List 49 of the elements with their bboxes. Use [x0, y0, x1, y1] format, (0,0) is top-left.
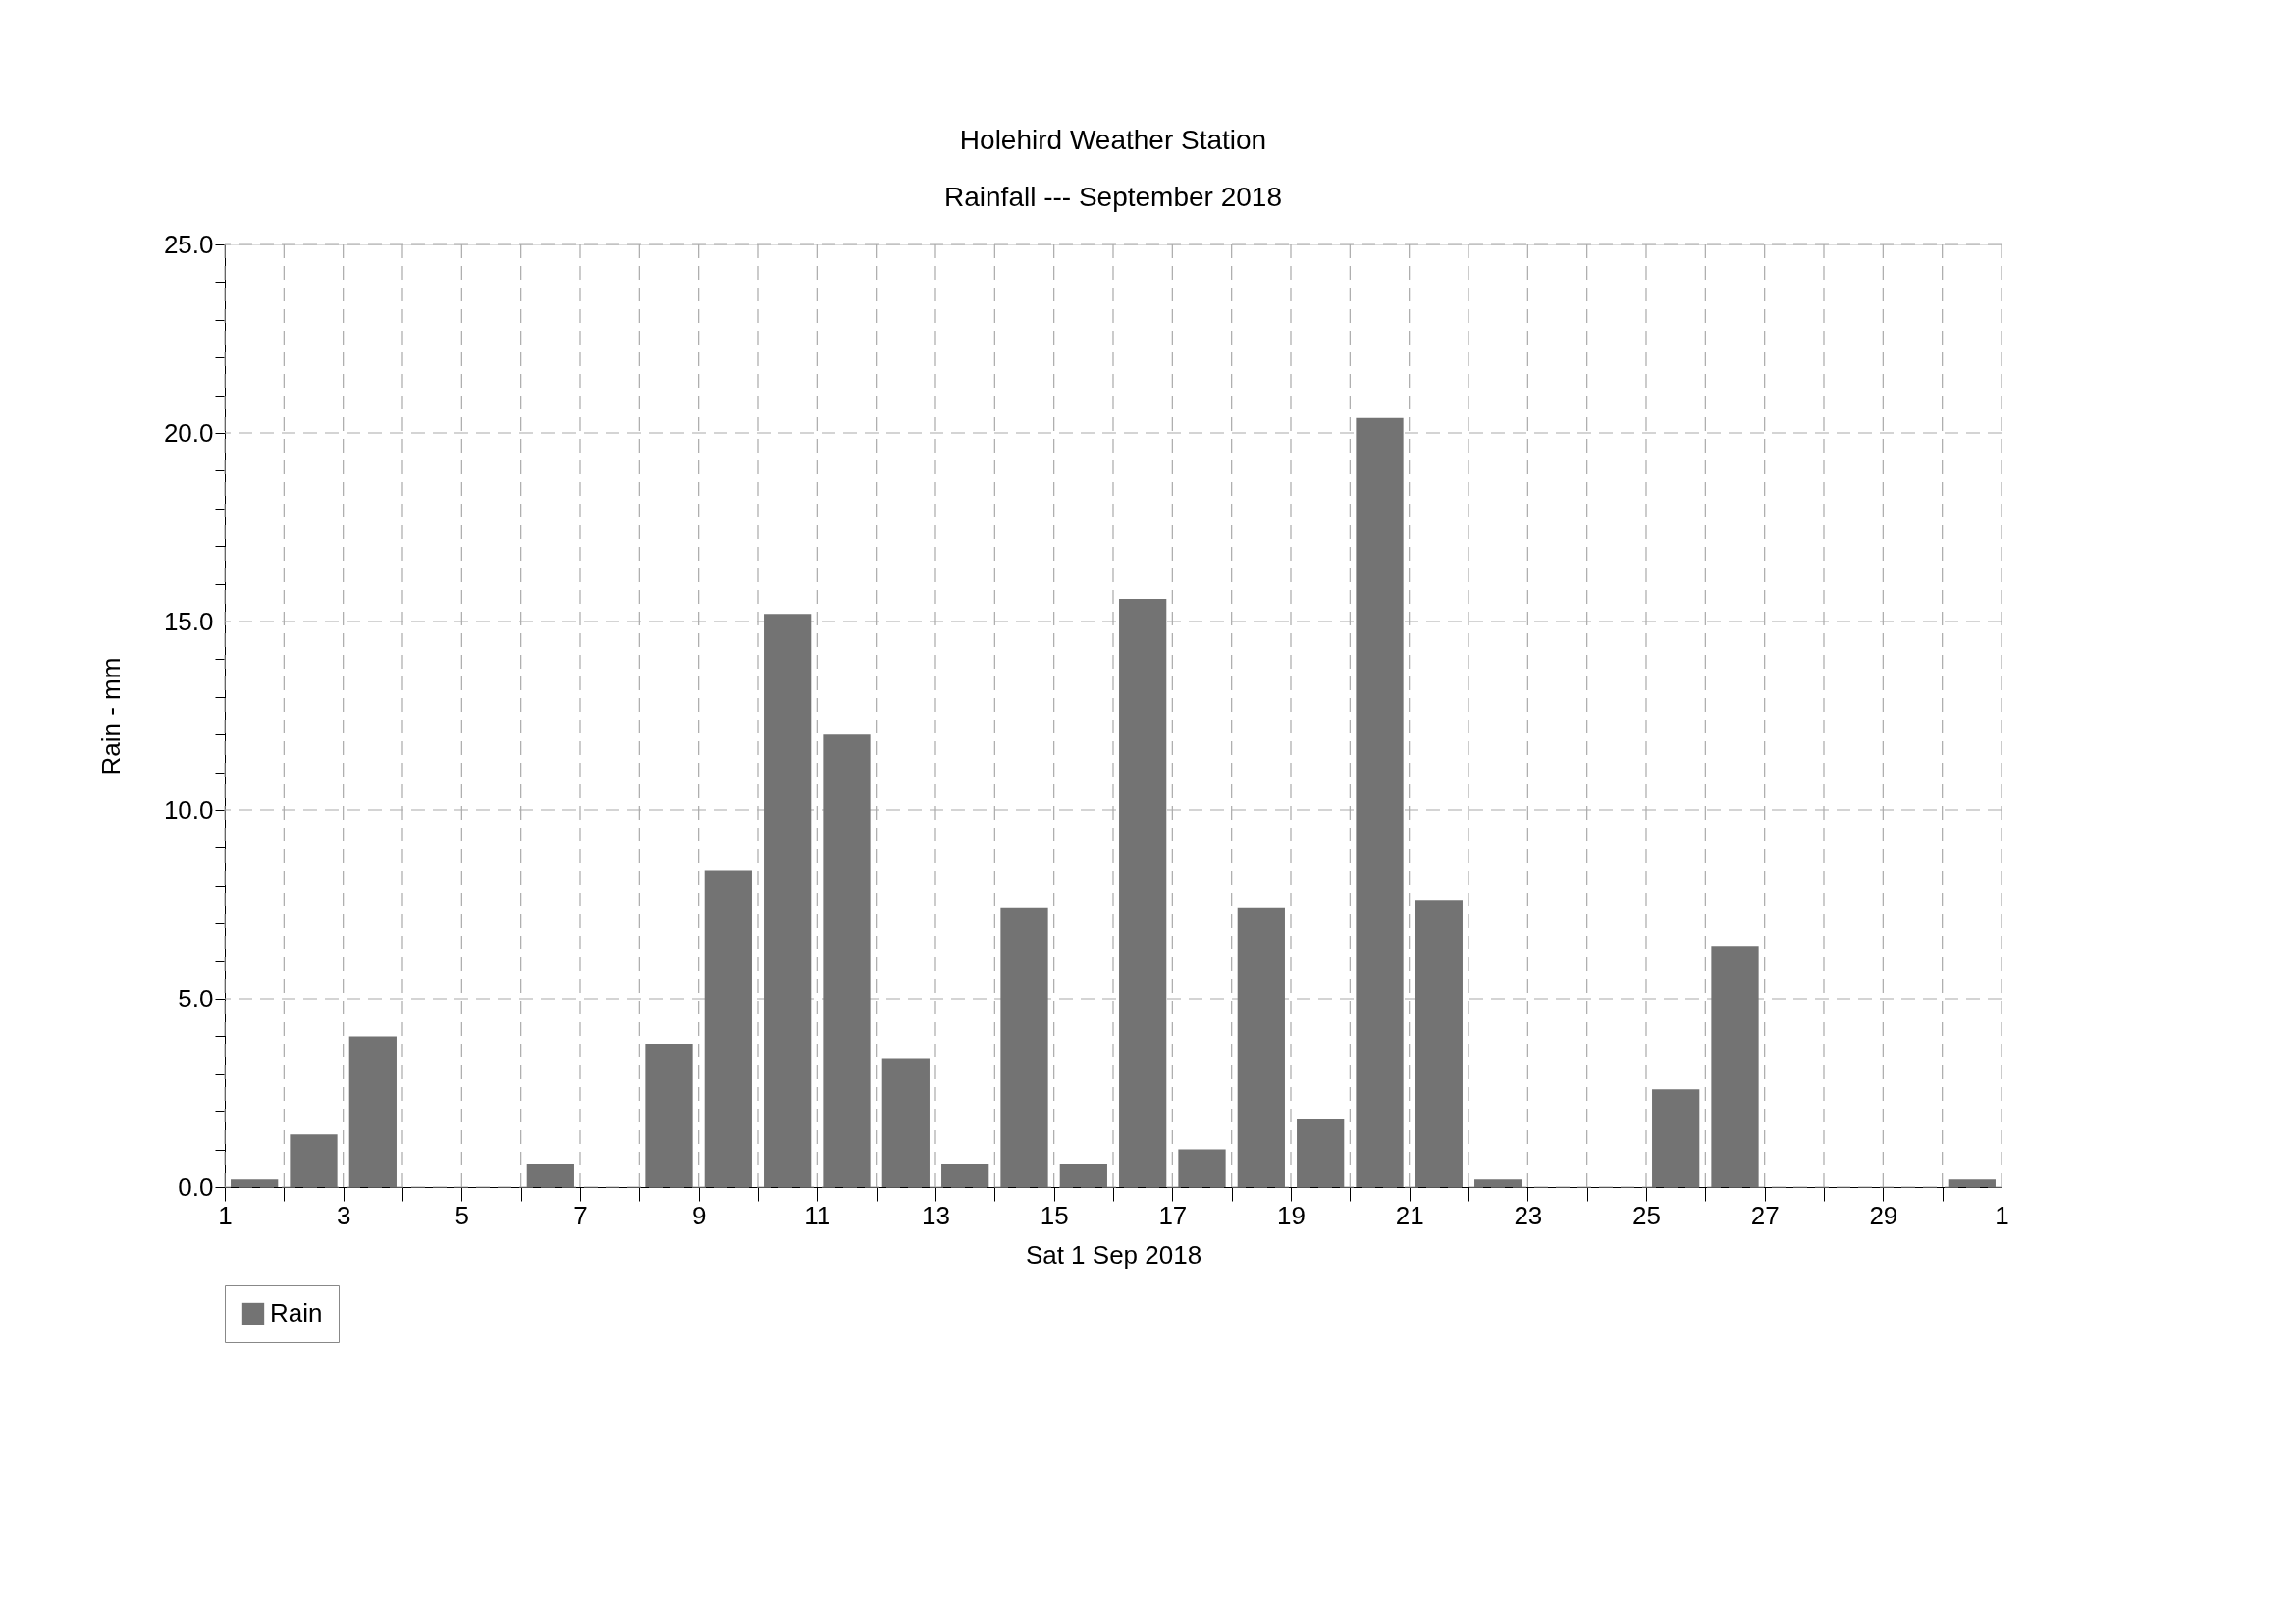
chart-title: Holehird Weather Station	[959, 125, 1267, 155]
x-tick-label: 9	[691, 1200, 707, 1230]
x-tick-label: 27	[1750, 1200, 1780, 1230]
bar	[704, 870, 752, 1187]
x-tick-label: 13	[922, 1200, 950, 1230]
x-tick-label: 11	[804, 1200, 831, 1230]
bar	[823, 734, 871, 1187]
y-tick-label: 5.0	[178, 983, 214, 1013]
bar	[881, 1058, 930, 1187]
bar	[1356, 417, 1404, 1187]
bar	[1948, 1179, 1996, 1187]
y-tick-label: 10.0	[163, 794, 214, 825]
bar	[1000, 907, 1048, 1187]
y-tick-label: 15.0	[163, 606, 214, 636]
y-tick-label: 20.0	[163, 417, 214, 448]
bar	[1474, 1179, 1522, 1187]
x-tick-label: 1	[1995, 1200, 2009, 1230]
bar	[1119, 598, 1167, 1187]
bar	[1178, 1149, 1226, 1187]
y-axis-title: Rain - mm	[95, 657, 126, 776]
y-tick-label: 25.0	[163, 229, 214, 259]
bar	[1297, 1118, 1345, 1187]
bar	[764, 614, 812, 1187]
bar	[1652, 1089, 1700, 1187]
chart-subtitle: Rainfall --- September 2018	[944, 182, 1282, 212]
x-tick-label: 1	[218, 1200, 233, 1230]
x-tick-label: 25	[1632, 1200, 1661, 1230]
bar	[290, 1134, 338, 1187]
bar	[231, 1179, 279, 1187]
bar	[1415, 900, 1463, 1187]
x-tick-label: 5	[454, 1200, 470, 1230]
bar	[526, 1163, 574, 1187]
x-tick-label: 3	[336, 1200, 351, 1230]
x-tick-label: 21	[1395, 1200, 1424, 1230]
x-axis-title: Sat 1 Sep 2018	[1025, 1239, 1202, 1270]
x-tick-label: 19	[1277, 1200, 1306, 1230]
y-tick-label: 0.0	[178, 1171, 214, 1202]
x-tick-label: 29	[1869, 1200, 1898, 1230]
bar	[645, 1044, 693, 1187]
x-tick-label: 23	[1514, 1200, 1543, 1230]
x-tick-label: 17	[1158, 1200, 1188, 1230]
bar	[941, 1163, 989, 1187]
bar	[1711, 946, 1759, 1187]
bar	[1237, 907, 1285, 1187]
x-tick-label: 7	[573, 1200, 588, 1230]
bar	[1059, 1163, 1107, 1187]
x-tick-label: 15	[1040, 1200, 1069, 1230]
bar	[348, 1036, 397, 1187]
legend-label: Rain	[270, 1298, 323, 1327]
